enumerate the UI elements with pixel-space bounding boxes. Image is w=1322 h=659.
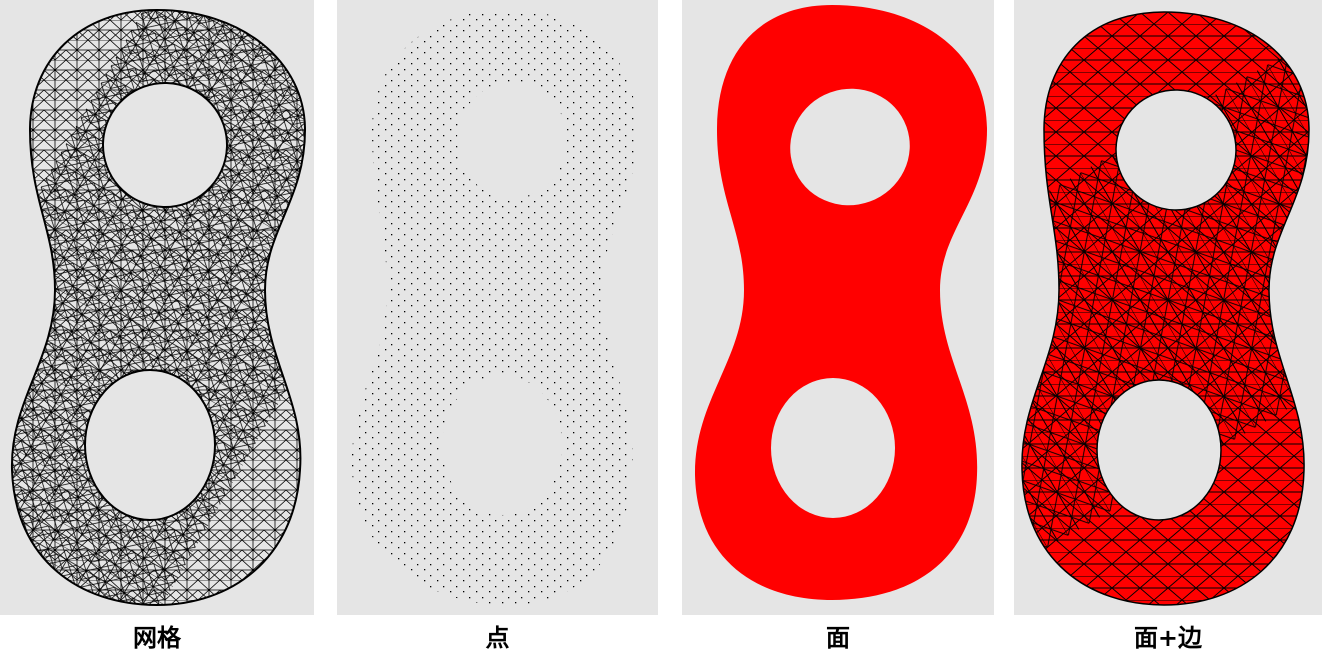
- faces-edges-upper-hole: [1115, 89, 1237, 211]
- caption-faces: 面: [826, 624, 850, 652]
- faces-view: [694, 5, 987, 600]
- caption-faces-edges: 面+边: [1133, 624, 1203, 652]
- wireframe-lower-hole: [84, 369, 216, 521]
- faces-upper-hole: [790, 88, 910, 206]
- points-view: [351, 10, 638, 605]
- points-body: [351, 10, 638, 605]
- wireframe-panel: [0, 0, 314, 615]
- caption-points: 点: [485, 624, 510, 652]
- caption-wireframe: 网格: [133, 624, 181, 652]
- wireframe-upper-hole: [102, 82, 228, 208]
- wireframe-outline: [10, 8, 307, 607]
- faces-edges-outline: [1021, 11, 1310, 606]
- points-panel: [337, 0, 658, 615]
- faces-edges-panel: [1014, 0, 1322, 615]
- faces-lower-hole: [771, 378, 895, 518]
- faces-edges-lower-hole: [1096, 379, 1222, 521]
- wireframe-mesh-view: [10, 8, 307, 607]
- faces-edges-view: [1021, 11, 1310, 606]
- faces-body: [694, 5, 987, 600]
- faces-panel: [682, 0, 994, 615]
